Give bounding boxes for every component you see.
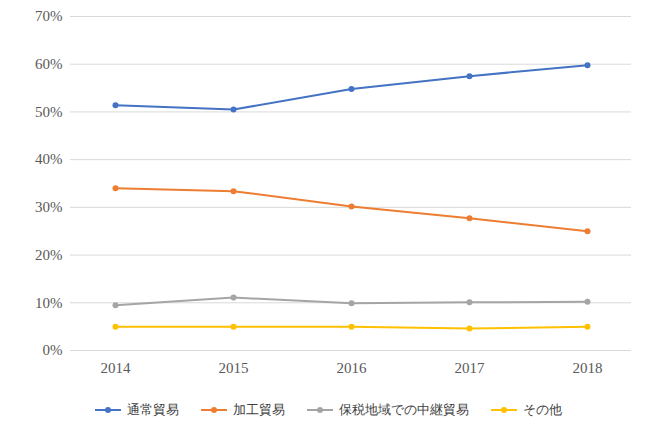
html-text:保税地域での中継貿易: 保税地域での中継貿易 (338, 402, 469, 417)
svg-text:2017: 2017 (455, 360, 486, 376)
svg-text:2016: 2016 (337, 360, 368, 376)
svg-text:30%: 30% (35, 199, 63, 215)
svg-text:10%: 10% (35, 295, 63, 311)
svg-text:0%: 0% (43, 342, 63, 358)
svg-text:50%: 50% (35, 104, 63, 120)
svg-text:40%: 40% (35, 151, 63, 167)
html-text:加工貿易: 加工貿易 (232, 402, 285, 417)
html-text:通常貿易: 通常貿易 (126, 402, 179, 417)
svg-text:20%: 20% (35, 247, 63, 263)
svg-text:70%: 70% (35, 8, 63, 24)
svg-text:2018: 2018 (573, 360, 603, 376)
svg-text:2015: 2015 (219, 360, 249, 376)
html-text:その他: その他 (522, 402, 562, 417)
svg-text:60%: 60% (35, 56, 63, 72)
svg-text:2014: 2014 (101, 360, 132, 376)
